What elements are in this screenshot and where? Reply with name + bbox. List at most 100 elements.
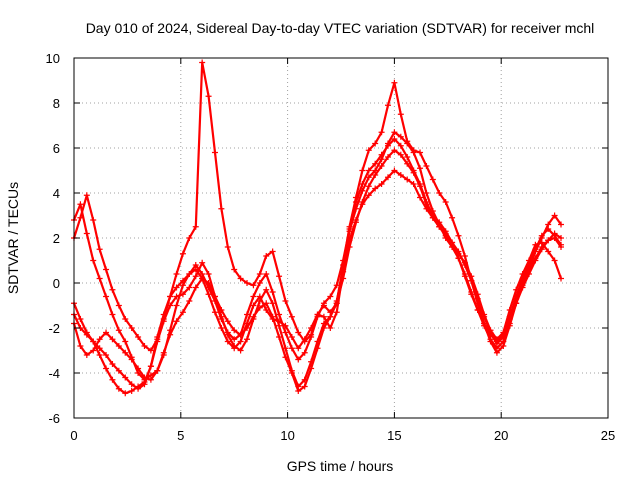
data-point xyxy=(186,298,193,304)
data-point xyxy=(179,309,186,316)
data-point xyxy=(442,199,449,205)
data-point xyxy=(154,367,161,374)
data-point xyxy=(417,194,424,201)
data-point xyxy=(224,244,231,250)
data-point xyxy=(551,257,558,264)
data-point xyxy=(192,223,199,230)
data-point xyxy=(397,172,404,178)
data-point xyxy=(423,163,430,169)
data-point xyxy=(109,376,116,383)
data-point xyxy=(346,244,353,250)
data-point xyxy=(449,244,456,250)
data-point xyxy=(372,185,379,192)
data-point xyxy=(179,277,186,284)
data-point xyxy=(192,284,199,291)
data-point xyxy=(244,325,251,331)
data-point xyxy=(147,363,154,370)
data-point xyxy=(250,313,257,320)
data-point xyxy=(205,93,212,100)
data-point xyxy=(320,325,327,331)
data-point xyxy=(468,289,475,295)
data-point xyxy=(442,232,449,239)
data-point xyxy=(384,154,391,160)
data-point xyxy=(474,300,481,307)
data-point xyxy=(404,138,411,145)
chart-title: Day 010 of 2024, Sidereal Day-to-day VTE… xyxy=(86,20,595,36)
data-point xyxy=(461,271,468,277)
data-point xyxy=(532,257,539,264)
data-point xyxy=(103,329,110,336)
data-point xyxy=(513,300,520,307)
data-point xyxy=(417,165,424,172)
data-point xyxy=(423,190,430,196)
data-point xyxy=(244,311,251,318)
data-point xyxy=(128,356,135,363)
data-point xyxy=(558,275,565,282)
data-point xyxy=(256,280,263,286)
data-point xyxy=(218,325,225,331)
data-point xyxy=(538,246,545,253)
data-point xyxy=(352,194,359,201)
data-point xyxy=(115,367,122,374)
data-point xyxy=(545,248,552,255)
x-tick-label: 10 xyxy=(280,428,294,443)
data-point xyxy=(417,149,424,156)
data-point xyxy=(263,271,270,277)
data-point xyxy=(96,246,103,253)
data-point xyxy=(179,291,186,298)
series-line xyxy=(72,149,563,393)
data-point xyxy=(83,192,90,199)
data-point xyxy=(256,298,263,304)
data-point xyxy=(205,280,212,286)
data-point xyxy=(378,181,385,187)
data-point xyxy=(493,349,500,356)
data-point xyxy=(301,383,308,390)
data-point xyxy=(558,221,565,228)
data-point xyxy=(211,149,218,156)
data-point xyxy=(128,388,135,394)
data-point xyxy=(301,338,308,345)
data-point xyxy=(237,338,244,345)
data-point xyxy=(436,223,443,230)
series-line xyxy=(72,169,563,395)
y-tick-label: 2 xyxy=(53,231,60,246)
data-point xyxy=(461,253,468,259)
y-tick-label: -2 xyxy=(48,321,60,336)
data-point xyxy=(147,376,154,383)
data-point xyxy=(199,275,206,282)
data-point xyxy=(538,235,545,241)
axis-ticks: 0 5 10 15 20 25 -6 -4 -2 0 2 4 6 8 10 xyxy=(46,51,616,443)
data-point xyxy=(135,385,142,392)
data-point xyxy=(179,250,186,257)
y-tick-label: 4 xyxy=(53,186,60,201)
data-point xyxy=(90,338,97,345)
data-point xyxy=(141,374,148,381)
data-point xyxy=(320,302,327,309)
series-s2 xyxy=(71,167,565,397)
data-point xyxy=(115,343,122,349)
data-point xyxy=(397,151,404,158)
data-point xyxy=(237,347,244,354)
data-point xyxy=(436,190,443,196)
data-point xyxy=(410,169,417,176)
data-point xyxy=(545,237,552,244)
data-point xyxy=(173,271,180,277)
data-point xyxy=(551,230,558,237)
data-point xyxy=(141,343,148,349)
data-point xyxy=(122,374,129,381)
data-point xyxy=(128,381,135,388)
data-point xyxy=(282,329,289,336)
data-point xyxy=(372,140,379,147)
series-line xyxy=(72,61,563,354)
data-point xyxy=(365,167,372,174)
data-point xyxy=(397,142,404,149)
series-s4 xyxy=(71,147,565,394)
data-point xyxy=(218,205,225,212)
data-point xyxy=(391,167,398,174)
data-point xyxy=(314,345,321,352)
data-point xyxy=(372,172,379,178)
data-point xyxy=(282,354,289,361)
data-point xyxy=(359,181,366,187)
data-point xyxy=(231,336,238,343)
